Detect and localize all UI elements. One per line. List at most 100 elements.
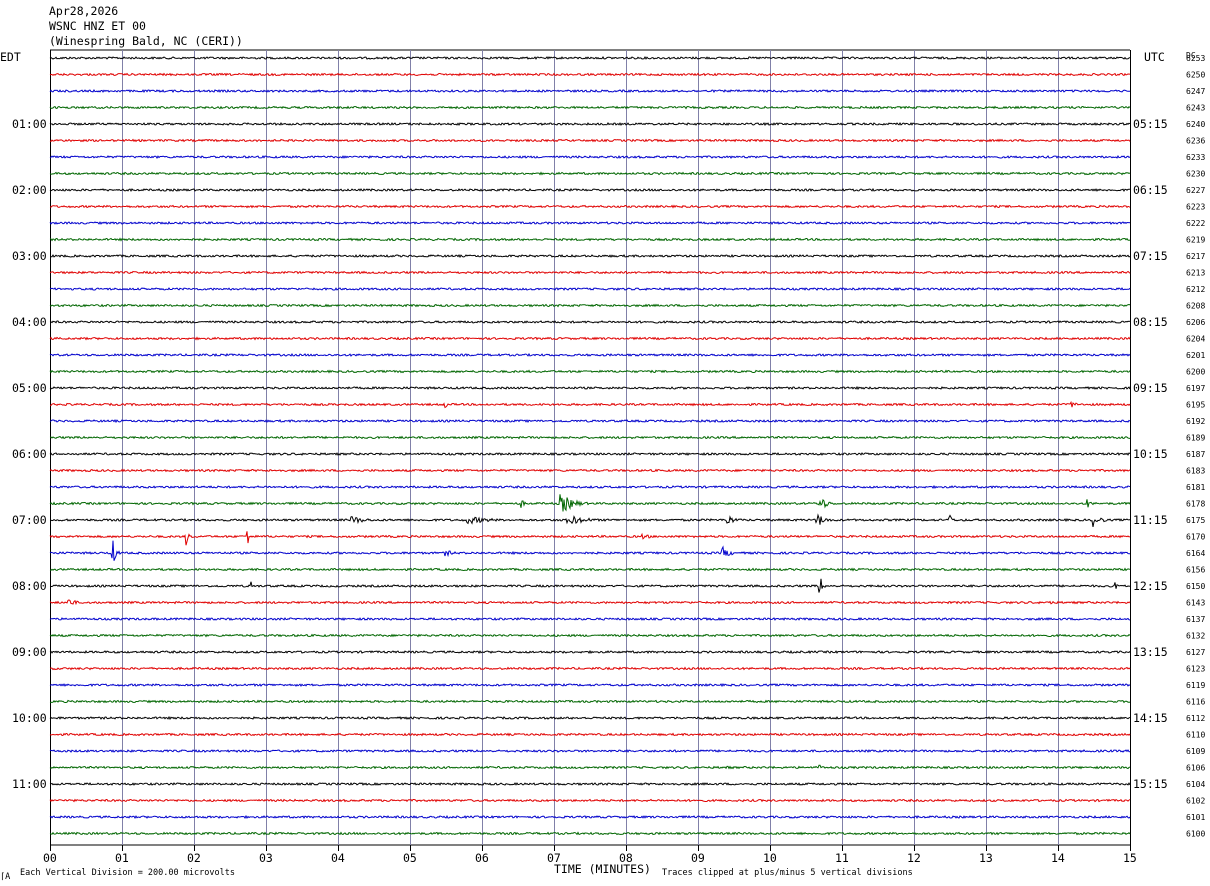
dc-offset-label: 6243: [1186, 104, 1205, 113]
dc-offset-label: 6227: [1186, 186, 1205, 195]
corner-mark: ⌈A: [0, 872, 10, 882]
trace-29: [49, 531, 1131, 546]
dc-offset-label: 6127: [1186, 648, 1205, 657]
dc-offset-label: 6200: [1186, 368, 1205, 377]
right-time-labels: 05:15 06:15 07:15 08:15 09:15 10:15 11:15 12:15…: [1133, 117, 1168, 791]
x-tick-label: 13: [979, 851, 993, 865]
dc-offset-label: 6104: [1186, 780, 1205, 789]
dc-offset-label: 6247: [1186, 87, 1205, 96]
x-tick-label: 14: [1051, 851, 1065, 865]
right-time-label: 14:15: [1133, 711, 1168, 725]
x-tick-label: 08: [619, 851, 633, 865]
dc-offset-label: 6195: [1186, 401, 1205, 410]
trace-15: [49, 303, 1131, 308]
trace-36: [49, 649, 1131, 655]
right-time-label: 07:15: [1133, 249, 1168, 263]
left-time-label: 08:00: [12, 579, 47, 593]
dc-offset-label: 6123: [1186, 665, 1205, 674]
right-time-label: 08:15: [1133, 315, 1168, 329]
trace-43: [49, 764, 1131, 770]
right-time-label: 11:15: [1133, 513, 1168, 527]
trace-47: [49, 831, 1131, 836]
left-time-label: 02:00: [12, 183, 47, 197]
dc-offset-label: 6197: [1186, 384, 1205, 393]
trace-33: [49, 599, 1131, 606]
trace-12: [50, 253, 1131, 259]
dc-offset-label: 6170: [1186, 533, 1205, 542]
trace-37: [49, 666, 1131, 671]
left-time-label: 09:00: [12, 645, 47, 659]
trace-32: [49, 578, 1131, 593]
trace-30: [49, 540, 1130, 561]
trace-39: [49, 699, 1131, 704]
dc-offset-label: 6101: [1186, 813, 1205, 822]
right-timezone-label: UTC: [1144, 50, 1165, 64]
dc-offset-label: 6132: [1186, 632, 1205, 641]
x-tick-label: 11: [835, 851, 849, 865]
trace-1: [49, 72, 1131, 77]
x-tick-label: 07: [547, 851, 561, 865]
left-timezone-label: EDT: [0, 50, 21, 64]
dc-offset-label: 6102: [1186, 797, 1205, 806]
dc-offset-label: 6250: [1186, 71, 1205, 80]
trace-18: [49, 352, 1131, 358]
trace-20: [49, 385, 1131, 391]
trace-34: [49, 617, 1131, 622]
dc-offset-label: 6175: [1186, 516, 1205, 525]
trace-3: [49, 105, 1131, 110]
trace-0: [49, 55, 1131, 60]
dc-offset-label: 6100: [1186, 830, 1205, 839]
scale-note: Each Vertical Division = 200.00 microvol…: [20, 868, 235, 878]
trace-11: [49, 237, 1131, 242]
trace-4: [49, 121, 1131, 127]
trace-26: [49, 484, 1131, 490]
dc-offset-label: 6213: [1186, 269, 1205, 278]
header-location: (Winespring Bald, NC (CERI)): [49, 34, 243, 48]
right-time-label: 15:15: [1133, 777, 1168, 791]
x-tick-label: 01: [115, 851, 129, 865]
left-time-label: 10:00: [12, 711, 47, 725]
x-tick-label: 15: [1123, 851, 1137, 865]
dc-offset-label: 6217: [1186, 252, 1205, 261]
clip-note: Traces clipped at plus/minus 5 vertical …: [662, 868, 913, 878]
trace-22: [49, 418, 1131, 424]
x-tick-label: 05: [403, 851, 417, 865]
left-time-label: 07:00: [12, 513, 47, 527]
trace-group: [49, 55, 1131, 836]
dc-offset-label: 6201: [1186, 351, 1205, 360]
trace-45: [49, 798, 1131, 803]
dc-offset-label: 6208: [1186, 302, 1205, 311]
right-time-label: 12:15: [1133, 579, 1168, 593]
dc-offset-label: 6119: [1186, 681, 1205, 690]
dc-offset-label: 6253: [1186, 54, 1205, 63]
trace-25: [49, 468, 1131, 473]
right-time-label: 10:15: [1133, 447, 1168, 461]
trace-5: [49, 138, 1131, 143]
right-time-label: 06:15: [1133, 183, 1168, 197]
trace-2: [49, 88, 1130, 94]
dc-offset-label: 6178: [1186, 500, 1205, 509]
dc-offset-label: 6223: [1186, 203, 1205, 212]
dc-offset-label: 6109: [1186, 747, 1205, 756]
trace-31: [49, 567, 1131, 572]
dc-offset-label: 6212: [1186, 285, 1205, 294]
dc-header-label: DC: [1186, 51, 1196, 60]
dc-offset-label: 6206: [1186, 318, 1205, 327]
dc-offset-label: 6233: [1186, 153, 1205, 162]
right-time-label: 09:15: [1133, 381, 1168, 395]
trace-10: [49, 221, 1131, 225]
trace-17: [49, 336, 1131, 341]
left-time-label: 06:00: [12, 447, 47, 461]
dc-offset-label: 6236: [1186, 137, 1205, 146]
dc-offset-label: 6116: [1186, 698, 1205, 707]
trace-46: [49, 814, 1131, 820]
dc-offset-label: 6143: [1186, 599, 1205, 608]
dc-offset-label: 6189: [1186, 434, 1205, 443]
right-time-label: 05:15: [1133, 117, 1168, 131]
dc-offset-label: 6204: [1186, 335, 1205, 344]
trace-38: [49, 682, 1131, 688]
dc-offset-label: 6106: [1186, 764, 1205, 773]
dc-offset-label: 6219: [1186, 236, 1205, 245]
dc-offset-label: 6150: [1186, 582, 1205, 591]
trace-13: [49, 270, 1131, 275]
